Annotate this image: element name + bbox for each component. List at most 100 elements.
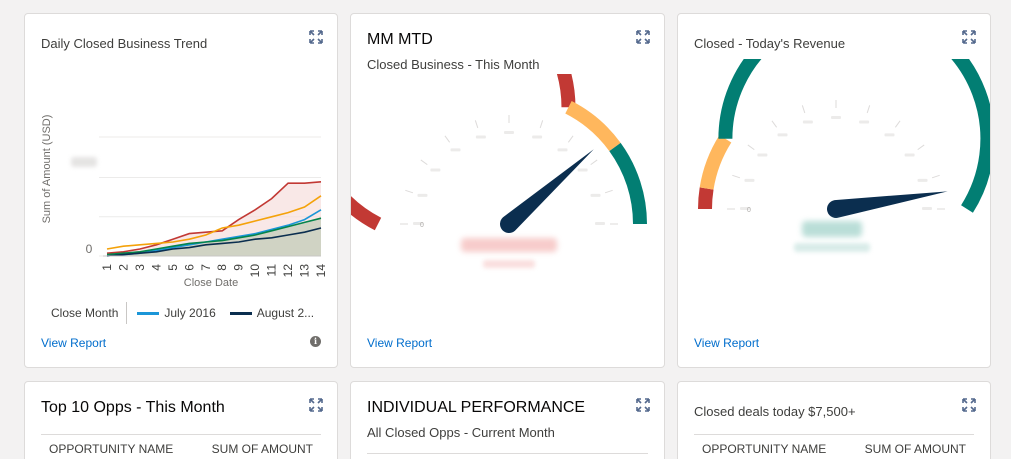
- card-subtitle: All Closed Opps - Current Month: [367, 425, 555, 440]
- legend-item-july[interactable]: July 2016: [133, 306, 216, 320]
- top10-opps-card: Top 10 Opps - This Month OPPORTUNITY NAM…: [24, 381, 338, 459]
- gauge-tick-label-blurred: [740, 207, 750, 210]
- legend-title: Close Month: [51, 306, 119, 320]
- gauge-chart: 0: [698, 59, 990, 218]
- gauge-tick-label-blurred: [802, 120, 813, 124]
- gauge-tick: [604, 189, 613, 194]
- legend-swatch: [229, 312, 252, 316]
- column-header-opportunity[interactable]: OPPORTUNITY NAME: [702, 442, 827, 456]
- legend-swatch: [137, 312, 160, 316]
- x-tick-label: 7: [199, 264, 213, 271]
- gauge-segment: [609, 142, 647, 225]
- gauge-tick: [474, 120, 479, 129]
- y-tick-label: 0: [86, 242, 93, 256]
- x-tick-label: 5: [166, 264, 180, 271]
- gauge-value-blurred: [461, 238, 557, 252]
- series-line-1[interactable]: [106, 195, 322, 250]
- gauge-tick: [866, 105, 871, 114]
- x-tick-label: 2: [116, 264, 130, 271]
- x-tick-label: 14: [314, 264, 328, 278]
- column-header-opportunity[interactable]: OPPORTUNITY NAME: [49, 442, 174, 456]
- gauge-sub-blurred: [794, 243, 870, 252]
- table-header: OPPORTUNITY NAME SUM OF AMOUNT: [694, 434, 974, 456]
- x-tick-label: 9: [232, 264, 246, 271]
- table-header: OPPORTUNITY NAME SUM OF AMOUNT: [41, 434, 321, 456]
- y-tick-blurred: [71, 157, 97, 167]
- gauge-tick: [539, 120, 544, 129]
- gauge-tick: [771, 120, 778, 128]
- gauge-tick: [590, 159, 598, 166]
- gauge-tick-label-blurred: [757, 153, 768, 157]
- x-tick-label: 4: [149, 264, 163, 271]
- gauge-tick-label-blurred: [831, 116, 841, 119]
- gauge-tick: [567, 135, 574, 143]
- mm-mtd-card: MM MTD Closed Business - This Month 0 Vi…: [350, 13, 665, 368]
- card-title: MM MTD: [367, 31, 433, 48]
- gauge-tick-label-blurred: [430, 168, 441, 172]
- gauge-value-blurred: [802, 221, 862, 237]
- x-tick-label: 6: [182, 264, 196, 271]
- gauge-tick-label-blurred: [413, 222, 423, 225]
- gauge-tick-label-blurred: [884, 133, 895, 137]
- gauge-tick: [917, 144, 925, 151]
- gauge-tick-label-blurred: [590, 193, 601, 197]
- expand-icon[interactable]: [309, 30, 323, 44]
- gauge-segment: [699, 135, 732, 190]
- gauge-needle: [500, 149, 594, 233]
- expand-icon[interactable]: [636, 398, 650, 412]
- view-report-link[interactable]: View Report: [41, 336, 107, 350]
- gauge-tick-label-blurred: [595, 222, 605, 225]
- x-tick-label: 12: [281, 264, 295, 278]
- card-title: Closed deals today $7,500+: [694, 404, 856, 419]
- gauge-tick: [732, 174, 741, 179]
- expand-icon[interactable]: [962, 398, 976, 412]
- gauge-segment: [718, 59, 990, 213]
- closed-deals-card: Closed deals today $7,500+ OPPORTUNITY N…: [677, 381, 991, 459]
- gauge-segment: [565, 101, 621, 152]
- card-title: Daily Closed Business Trend: [41, 36, 208, 51]
- expand-icon[interactable]: [636, 30, 650, 44]
- expand-icon[interactable]: [309, 398, 323, 412]
- legend-item-august[interactable]: August 2...: [226, 306, 314, 320]
- view-report-link[interactable]: View Report: [694, 336, 760, 350]
- gauge-chart: 0: [351, 74, 647, 233]
- view-report-link[interactable]: View Report: [367, 336, 433, 350]
- column-header-amount[interactable]: SUM OF AMOUNT: [211, 442, 313, 456]
- x-tick-label: 13: [298, 264, 312, 278]
- x-tick-label: 11: [265, 264, 279, 277]
- x-tick-label: 1: [100, 264, 114, 271]
- gauge-tick-label-blurred: [777, 133, 788, 137]
- area-fill: [107, 218, 321, 256]
- gauge-tick: [405, 189, 414, 194]
- series-line-4[interactable]: [106, 227, 322, 257]
- x-tick-label: 3: [133, 264, 147, 271]
- series-line-3[interactable]: [106, 217, 322, 256]
- divider: [367, 453, 648, 454]
- gauge-tick: [747, 144, 755, 151]
- card-subtitle: Closed Business - This Month: [367, 57, 540, 72]
- individual-performance-card: INDIVIDUAL PERFORMANCE All Closed Opps -…: [350, 381, 665, 459]
- gauge-tick: [444, 135, 451, 143]
- gauge-segment: [698, 187, 714, 210]
- gauge-min-label: 0: [747, 207, 751, 214]
- gauge-tick-label-blurred: [744, 178, 755, 182]
- gauge-tick-label-blurred: [532, 135, 543, 139]
- gauge-sub-blurred: [483, 260, 535, 268]
- gauge-tick-label-blurred: [504, 131, 514, 134]
- gauge-tick: [894, 120, 901, 128]
- gauge-tick-label-blurred: [417, 193, 428, 197]
- expand-icon[interactable]: [962, 30, 976, 44]
- gauge-tick-label-blurred: [577, 168, 588, 172]
- card-title: Closed - Today's Revenue: [694, 36, 846, 51]
- daily-trend-card: Daily Closed Business Trend Sum of Amoun…: [24, 13, 338, 368]
- card-title: INDIVIDUAL PERFORMANCE: [367, 399, 586, 416]
- info-icon[interactable]: i: [310, 336, 321, 347]
- gauge-tick-label-blurred: [557, 148, 568, 152]
- gauge-tick-label-blurred: [859, 120, 870, 124]
- x-tick-label: 8: [215, 264, 229, 271]
- chart-legend: Close Month July 2016 August 2...: [51, 302, 314, 324]
- gauge-tick-label-blurred: [450, 148, 461, 152]
- x-tick-label: 10: [248, 264, 262, 278]
- column-header-amount[interactable]: SUM OF AMOUNT: [864, 442, 966, 456]
